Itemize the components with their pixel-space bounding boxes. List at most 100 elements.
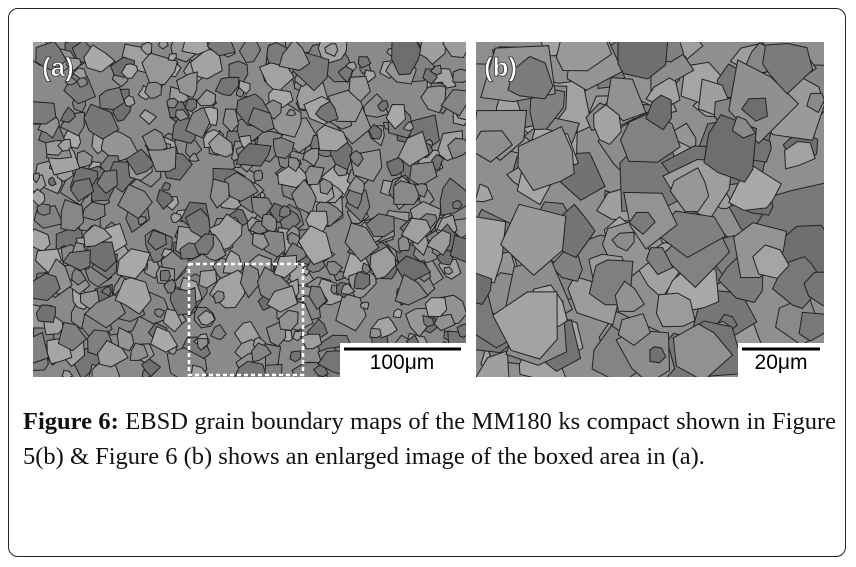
grain — [150, 325, 179, 353]
grain — [238, 42, 262, 64]
grain — [400, 217, 432, 245]
grain — [33, 101, 57, 125]
grain — [62, 249, 91, 272]
grain — [507, 55, 554, 100]
grain — [144, 81, 162, 99]
grain — [392, 308, 403, 319]
grain — [593, 104, 622, 146]
grain — [98, 86, 125, 111]
grain — [440, 88, 466, 117]
grain — [247, 107, 275, 134]
grain — [611, 231, 635, 252]
grain — [349, 149, 364, 168]
grain — [83, 103, 120, 140]
grain — [83, 44, 116, 73]
grain — [224, 171, 259, 202]
grain — [33, 331, 50, 364]
panel-label: (a) — [42, 52, 74, 82]
grain — [83, 224, 113, 248]
grain — [252, 169, 264, 182]
grain — [65, 77, 78, 86]
grain — [803, 271, 824, 307]
grain — [170, 212, 182, 224]
grain — [76, 150, 93, 169]
grain — [162, 308, 183, 333]
grain — [116, 326, 135, 352]
grain — [35, 42, 68, 72]
grain — [424, 297, 448, 318]
grain — [33, 172, 41, 184]
grain — [377, 100, 389, 112]
grain — [234, 360, 268, 377]
grain — [304, 165, 325, 186]
grain — [156, 189, 174, 210]
grain — [365, 213, 395, 238]
grain — [35, 304, 57, 323]
grain-boundaries-b — [476, 42, 824, 377]
grain — [429, 64, 443, 76]
grain — [319, 178, 334, 195]
grain — [57, 138, 72, 152]
grain — [402, 120, 415, 132]
grain — [731, 115, 757, 139]
grain — [278, 205, 292, 219]
grain — [261, 213, 278, 233]
grain — [476, 216, 507, 284]
caption: Figure 6: EBSD grain boundary maps of th… — [23, 404, 836, 474]
grain — [36, 203, 51, 216]
grain — [81, 241, 117, 273]
grain — [137, 215, 147, 225]
grain — [798, 311, 824, 342]
grain — [251, 232, 270, 251]
grain — [278, 42, 311, 71]
grain — [157, 42, 169, 50]
grain — [806, 92, 824, 114]
grain — [308, 285, 328, 311]
grain — [628, 211, 656, 235]
grain — [197, 309, 216, 326]
grain — [297, 225, 333, 266]
grain — [420, 85, 447, 114]
grain — [728, 164, 782, 211]
grain — [299, 333, 323, 350]
grain — [452, 200, 463, 210]
grain — [314, 100, 339, 123]
grain — [285, 109, 297, 117]
grain — [414, 182, 428, 199]
grain — [175, 109, 190, 122]
grain — [117, 183, 153, 220]
grain — [272, 137, 295, 159]
boxed-area — [187, 262, 305, 377]
grain — [476, 272, 493, 305]
grain — [337, 65, 354, 84]
grain — [184, 98, 198, 113]
grain — [125, 148, 156, 176]
figure-frame — [8, 8, 846, 557]
grain — [385, 103, 406, 130]
grain — [344, 61, 358, 73]
grain — [60, 199, 85, 232]
panel-label: (b) — [484, 52, 517, 82]
grain — [278, 309, 299, 331]
grain — [655, 292, 696, 328]
grain — [116, 248, 151, 280]
grain — [397, 130, 430, 167]
grain — [287, 156, 301, 173]
grain — [369, 245, 397, 280]
grain — [163, 278, 177, 294]
grain — [442, 42, 466, 59]
grain — [357, 56, 372, 69]
grain — [160, 181, 171, 191]
grain — [452, 68, 466, 83]
grain — [96, 169, 118, 195]
grain — [289, 350, 302, 363]
grain — [76, 77, 89, 88]
grain — [645, 94, 673, 131]
grain — [209, 178, 230, 209]
grain — [196, 89, 217, 107]
grain — [198, 269, 218, 289]
grain — [669, 167, 710, 213]
grain — [391, 42, 422, 76]
scale-label: 20μm — [755, 351, 808, 374]
grain — [65, 57, 82, 72]
